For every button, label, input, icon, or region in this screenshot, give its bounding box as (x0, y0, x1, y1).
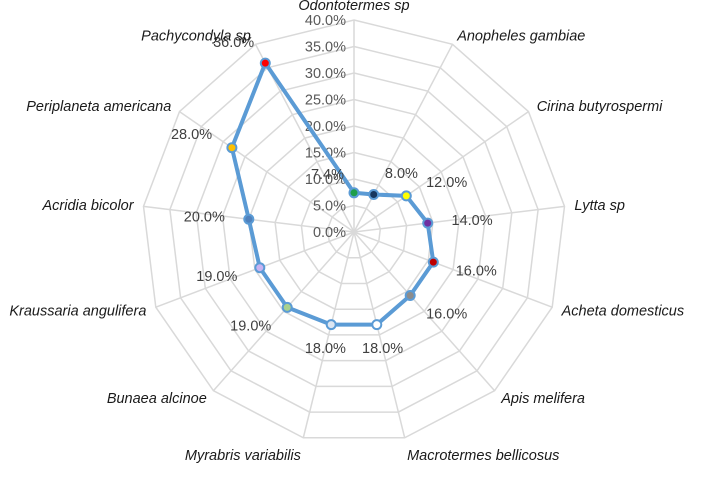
data-label: 28.0% (171, 127, 212, 143)
data-point (254, 262, 266, 274)
grid-spoke (353, 205, 565, 233)
category-label: Macrotermes bellicosus (407, 448, 559, 464)
data-point (371, 319, 383, 331)
category-label: Odontotermes sp (298, 0, 409, 14)
grid-ring (326, 204, 382, 259)
data-label: 18.0% (305, 341, 346, 357)
tick-label: 25.0% (305, 93, 346, 109)
data-point (422, 217, 434, 229)
data-label: 16.0% (456, 264, 497, 280)
marker-layer (226, 57, 439, 331)
category-label: Lytta sp (574, 198, 625, 214)
grid-ring (195, 72, 513, 388)
category-label: Acheta domesticus (561, 304, 685, 320)
data-label: 20.0% (184, 209, 225, 225)
grid-ring (169, 45, 539, 413)
grid-spoke (179, 110, 355, 233)
data-point (400, 190, 412, 202)
data-label: 8.0% (385, 166, 418, 182)
tick-label: 35.0% (305, 40, 346, 56)
data-labels: 7.4% 8.0% 12.0% 14.0% 16.0% 16.0% 18.0% 18.0% 19… (171, 35, 497, 357)
category-label: Cirina butyrospermi (537, 99, 663, 115)
data-label: 18.0% (362, 341, 403, 357)
data-point (427, 256, 439, 268)
data-label: 16.0% (426, 306, 467, 322)
grid-ring (142, 19, 566, 439)
data-label: 14.0% (452, 213, 493, 229)
grid-spoke (353, 43, 454, 233)
grid-ring (248, 125, 460, 336)
category-label: Myrabris variabilis (185, 448, 301, 464)
series-layer (229, 61, 436, 327)
tick-label: 20.0% (305, 119, 346, 135)
category-label: Apis melifera (500, 391, 585, 407)
grid-spoke (302, 231, 355, 438)
category-label: Kraussaria angulifera (9, 304, 146, 320)
data-label: 19.0% (196, 269, 237, 285)
grid-spoke (353, 231, 496, 392)
radar-spokes (143, 20, 565, 438)
data-point (348, 187, 360, 199)
data-label: 19.0% (230, 318, 271, 334)
category-labels: Odontotermes sp Anopheles gambiae Cirina b… (9, 0, 684, 464)
data-point (404, 290, 416, 301)
tick-label: 5.0% (313, 199, 346, 215)
grid-spoke (353, 231, 553, 308)
data-point (226, 142, 238, 154)
grid-spoke (353, 231, 406, 438)
data-point (368, 189, 380, 200)
data-point (281, 301, 293, 313)
grid-ring (274, 151, 434, 310)
data-label: 12.0% (426, 175, 467, 191)
tick-label: 10.0% (305, 172, 346, 188)
category-label: Bunaea alcinoe (107, 391, 207, 407)
data-point (325, 319, 337, 331)
grid-ring (300, 178, 408, 285)
tick-label: 40.0% (305, 13, 346, 29)
data-label: 36.0% (213, 35, 254, 51)
grid-spoke (353, 110, 529, 233)
data-point (259, 57, 271, 69)
tick-label: 30.0% (305, 66, 346, 82)
category-label: Periplaneta americana (26, 99, 171, 115)
grid-ring (221, 98, 487, 362)
category-label: Anopheles gambiae (456, 28, 585, 44)
series-line (229, 61, 436, 327)
radar-grid (142, 19, 566, 439)
data-point (243, 213, 255, 225)
category-label: Pachycondyla sp (141, 28, 251, 44)
data-label: 7.4% (311, 167, 344, 183)
tick-label: 0.0% (313, 225, 346, 241)
category-label: Acridia bicolor (42, 198, 135, 214)
